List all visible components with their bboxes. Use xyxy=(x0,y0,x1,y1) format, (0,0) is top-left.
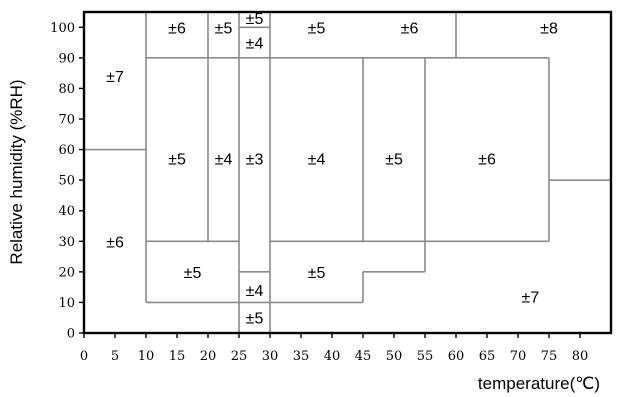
region-accuracy-label: ±5 xyxy=(308,20,326,37)
y-tick-label: 30 xyxy=(58,235,75,250)
y-tick-label: 90 xyxy=(58,51,75,66)
y-tick-label: 10 xyxy=(58,296,75,311)
x-tick-label: 0 xyxy=(80,349,88,364)
region-accuracy-label: ±8 xyxy=(540,20,558,37)
x-tick-label: 25 xyxy=(231,349,248,364)
region-accuracy-label: ±6 xyxy=(401,20,419,37)
x-tick-label: 65 xyxy=(479,349,496,364)
y-axis-title: Relative humidity (%RH) xyxy=(7,79,26,264)
region-accuracy-label: ±4 xyxy=(246,36,264,53)
region-accuracy-label: ±5 xyxy=(215,20,233,37)
y-tick-label: 50 xyxy=(58,174,75,189)
x-tick-label: 40 xyxy=(324,349,341,364)
x-axis-ticks: 0 5 10 15 20 25 30 35 40 45 50 55 60 65 70 75 80 xyxy=(80,333,588,364)
region-accuracy-label: ±6 xyxy=(478,152,496,169)
y-tick-label: 100 xyxy=(50,21,75,36)
y-axis-ticks: 0 10 20 30 40 50 60 70 80 90 100 xyxy=(50,21,84,342)
y-tick-label: 20 xyxy=(58,265,75,280)
x-tick-label: 30 xyxy=(262,349,279,364)
region-accuracy-label: ±5 xyxy=(308,265,326,282)
region-accuracy-label: ±5 xyxy=(246,311,264,328)
region-boundaries xyxy=(84,12,611,333)
y-tick-label: 80 xyxy=(58,82,75,97)
x-tick-label: 60 xyxy=(448,349,465,364)
x-tick-label: 70 xyxy=(510,349,527,364)
region-accuracy-label: ±4 xyxy=(215,152,233,169)
y-tick-label: 70 xyxy=(58,113,75,128)
plot-frame xyxy=(82,10,613,335)
x-tick-label: 45 xyxy=(355,349,372,364)
region-accuracy-label: ±5 xyxy=(184,265,202,282)
y-tick-label: 40 xyxy=(58,204,75,219)
region-accuracy-label: ±5 xyxy=(246,11,264,28)
x-tick-label: 55 xyxy=(417,349,434,364)
x-tick-label: 35 xyxy=(293,349,310,364)
region-accuracy-label: ±6 xyxy=(106,234,124,251)
region-accuracy-label: ±4 xyxy=(246,283,264,300)
accuracy-region-labels: ±7 ±6 ±6 ±5 ±5 ±4 ±5 ±6 ±8 ±5 ±4 ±3 ±4 ±5 ±6 ±5 ±4 ±5 ±5 ±7 xyxy=(106,11,558,328)
y-tick-label: 60 xyxy=(58,143,75,158)
region-accuracy-label: ±5 xyxy=(385,152,403,169)
x-axis-title: temperature(℃) xyxy=(478,374,600,393)
x-tick-label: 15 xyxy=(169,349,186,364)
region-accuracy-label: ±6 xyxy=(168,20,186,37)
y-tick-label: 0 xyxy=(67,327,75,342)
region-accuracy-label: ±3 xyxy=(246,152,264,169)
region-accuracy-label: ±4 xyxy=(308,152,326,169)
x-tick-label: 50 xyxy=(386,349,403,364)
x-tick-label: 10 xyxy=(138,349,155,364)
x-tick-label: 20 xyxy=(200,349,217,364)
region-accuracy-label: ±7 xyxy=(106,69,124,86)
x-tick-label: 5 xyxy=(111,349,119,364)
region-accuracy-label: ±7 xyxy=(522,289,540,306)
x-tick-label: 75 xyxy=(541,349,558,364)
region-accuracy-label: ±5 xyxy=(168,152,186,169)
x-tick-label: 80 xyxy=(572,349,589,364)
